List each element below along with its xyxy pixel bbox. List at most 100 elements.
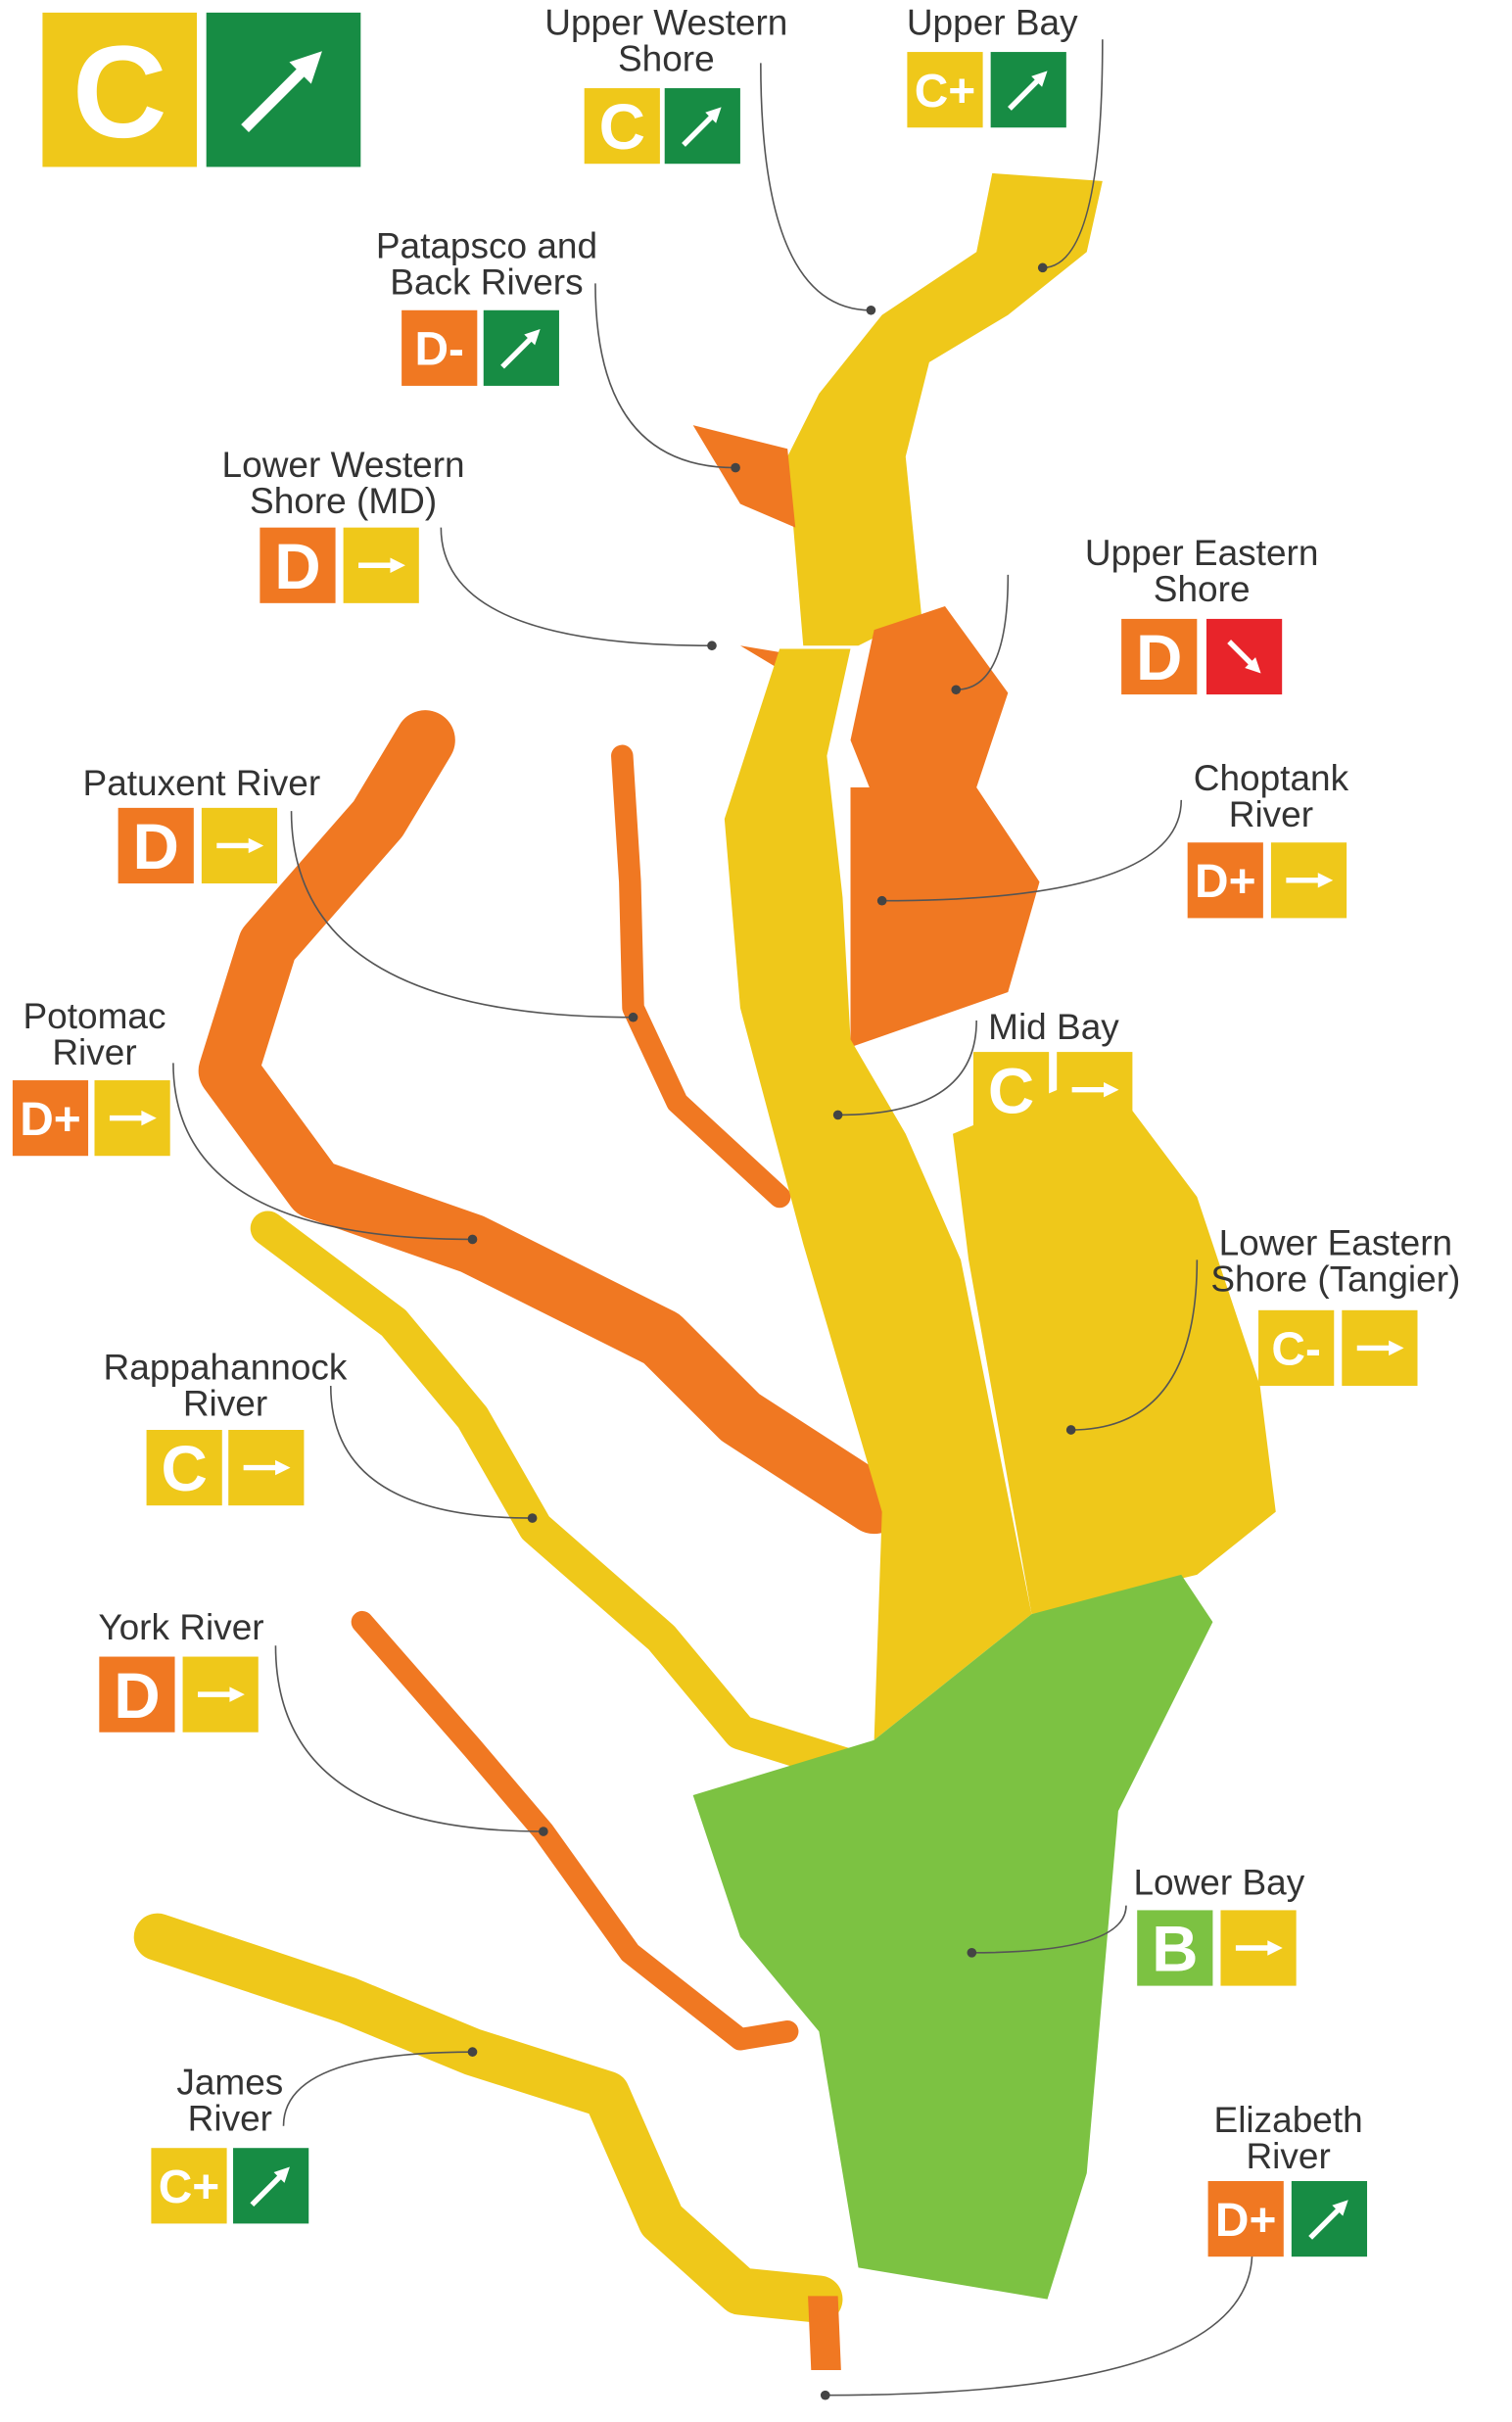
grade: D	[1136, 622, 1182, 693]
grade-box	[972, 1052, 1050, 1128]
label-box: Elizabeth River	[1213, 2102, 1363, 2177]
leader-dot	[628, 1012, 638, 1022]
trend-arrow-head	[1245, 657, 1261, 674]
leader-dot	[1065, 1425, 1076, 1435]
leader-line	[282, 2051, 473, 2126]
region-name: Mid Bay	[988, 1009, 1119, 1048]
leader-line	[1042, 39, 1104, 269]
label-box: Potomac River	[23, 998, 166, 1073]
label-box: Choptank River	[1193, 760, 1349, 835]
leader-line	[290, 811, 634, 1019]
grade: D+	[1195, 856, 1256, 908]
grade-box	[402, 309, 478, 386]
leader-line	[760, 63, 872, 311]
patuxent-river	[611, 744, 791, 1209]
leader-dot	[539, 1827, 548, 1836]
upper-eastern-shore	[850, 606, 1009, 820]
trend-arrow-head	[1104, 1081, 1119, 1098]
grade: C	[161, 1433, 207, 1504]
leader-dot	[866, 305, 876, 315]
leader-lines	[172, 39, 1253, 2400]
rappahannock-river	[250, 1211, 884, 1789]
grade: C	[599, 91, 645, 163]
grade-box	[1137, 1910, 1213, 1986]
region-name: Upper Bay	[906, 4, 1078, 43]
trend-arrow	[241, 65, 308, 132]
leader-dot	[832, 1110, 843, 1120]
trend-arrow-head	[1389, 1340, 1404, 1356]
grade-box	[99, 1656, 175, 1733]
grade-box	[1258, 1309, 1335, 1386]
trend-arrow-head	[141, 1110, 157, 1126]
region-name: Elizabeth River	[1213, 2102, 1363, 2177]
leader-dot	[527, 1513, 538, 1523]
label-box: Rappahannock River	[104, 1350, 348, 1421]
lower-bay	[692, 1574, 1213, 2300]
grade-box	[1207, 2180, 1284, 2257]
grade-box	[907, 52, 983, 128]
grade: D+	[20, 1094, 81, 1146]
leader-line	[594, 283, 736, 469]
trend-arrow-head	[229, 1686, 245, 1702]
leader-line	[274, 1645, 543, 1832]
grade: D-	[414, 324, 463, 376]
label-box: Upper Western Shore	[544, 4, 788, 79]
leader-line	[881, 799, 1183, 902]
leader-line	[956, 574, 1010, 691]
trend-arrow-head	[390, 557, 405, 573]
region-name: Choptank River	[1193, 760, 1349, 835]
label-box: Mid Bay	[988, 1009, 1119, 1048]
trend-arrow-head	[1267, 1940, 1283, 1956]
region-name: York River	[98, 1609, 264, 1647]
grade: B	[1152, 1914, 1198, 1985]
label-box: Patapsco and Back Rivers	[375, 228, 598, 303]
region-name: Lower Bay	[1133, 1864, 1305, 1903]
trend-arrow	[500, 335, 534, 369]
potomac-river	[198, 710, 905, 1535]
patapsco	[692, 425, 796, 528]
region-name: Lower Eastern Shore (Tangier)	[1210, 1224, 1461, 1300]
leader-dot	[820, 2390, 830, 2400]
region-name: Lower Western Shore (MD)	[221, 447, 465, 522]
region-name: Potomac River	[23, 998, 166, 1073]
leader-dot	[467, 1234, 478, 1245]
trend-arrow-head	[289, 51, 322, 84]
grade-box	[118, 807, 194, 884]
lower-eastern-shore	[953, 1070, 1276, 1615]
grade: C-	[1271, 1324, 1320, 1376]
mid-bay	[724, 648, 1032, 1740]
leader-dot	[1037, 262, 1048, 273]
grade: D+	[1215, 2195, 1277, 2247]
label-box: Lower Western Shore (MD)	[221, 447, 465, 522]
leader-line	[329, 1385, 533, 1519]
grade-box	[1187, 842, 1263, 919]
trend-arrow-head	[1317, 873, 1334, 888]
grade-box	[260, 527, 336, 603]
label-box: York River	[98, 1609, 264, 1647]
leader-line	[825, 2252, 1253, 2397]
leader-line	[1070, 1259, 1199, 1431]
upper-bay	[787, 172, 1103, 646]
choptank	[850, 786, 1040, 1048]
james-river	[133, 1913, 843, 2323]
leader-line	[172, 1063, 473, 1241]
trend-arrow	[1308, 2207, 1342, 2240]
leader-line	[971, 1905, 1127, 1954]
grade: D	[274, 531, 320, 602]
region-name: Upper Western Shore	[544, 4, 788, 79]
grade-box	[151, 2148, 227, 2224]
grade: C	[988, 1055, 1034, 1126]
grade-box	[12, 1080, 89, 1157]
leader-dot	[967, 1948, 977, 1958]
leader-dot	[876, 895, 887, 906]
grade-box	[146, 1430, 222, 1506]
grade-box	[42, 12, 198, 167]
leader-line	[837, 1020, 977, 1116]
leader-dot	[951, 685, 962, 695]
region-name: Patapsco and Back Rivers	[375, 228, 598, 303]
trend-arrow-head	[1031, 71, 1048, 87]
region-name: Upper Eastern Shore	[1084, 535, 1319, 610]
grade: D	[114, 1660, 160, 1732]
